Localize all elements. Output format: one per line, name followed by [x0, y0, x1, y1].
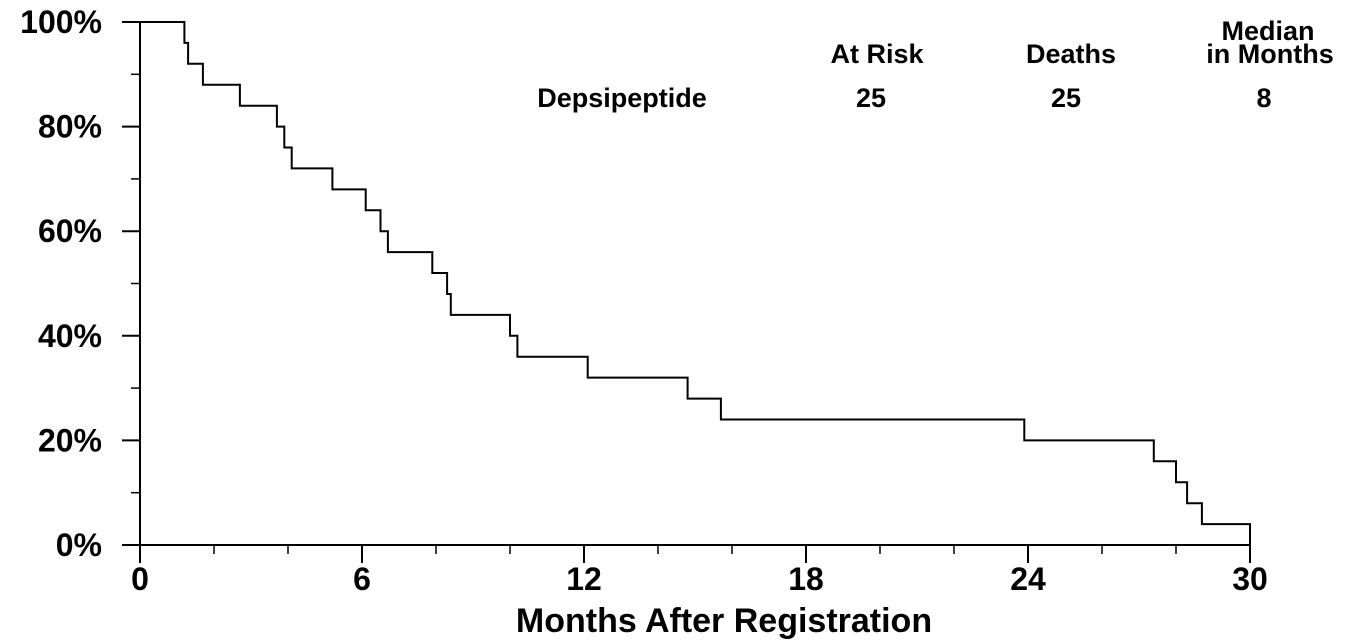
- header-at-risk: At Risk: [830, 39, 924, 69]
- x-tick-label: 6: [353, 561, 371, 597]
- y-tick-label: 60%: [38, 213, 102, 249]
- header-median-line2: in Months: [1206, 39, 1333, 69]
- x-tick-label: 12: [566, 561, 602, 597]
- x-tick-label: 24: [1010, 561, 1046, 597]
- y-tick-label: 20%: [38, 422, 102, 458]
- y-tick-label: 100%: [20, 4, 102, 40]
- x-axis-title: Months After Registration: [516, 602, 932, 640]
- tick-labels: 0 6 12 18 24 30 0% 20% 40% 60% 80% 100%: [20, 4, 1268, 597]
- x-tick-label: 0: [131, 561, 149, 597]
- row-at-risk-value: 25: [856, 83, 886, 113]
- header-median-line1: Median: [1221, 16, 1314, 46]
- series-line-depsipeptide: [140, 21, 1251, 545]
- row-median-value: 8: [1256, 83, 1271, 113]
- x-tick-label: 18: [788, 561, 824, 597]
- ticks: [122, 21, 1251, 563]
- y-tick-label: 80%: [38, 109, 102, 145]
- summary-table: At Risk Deaths Median in Months Depsipep…: [537, 16, 1334, 113]
- row-label-depsipeptide: Depsipeptide: [537, 83, 707, 113]
- x-tick-label: 30: [1232, 561, 1268, 597]
- y-tick-label: 0%: [56, 527, 102, 563]
- y-tick-label: 40%: [38, 318, 102, 354]
- header-deaths: Deaths: [1026, 39, 1116, 69]
- series-layer: [140, 21, 1251, 545]
- row-deaths-value: 25: [1051, 83, 1081, 113]
